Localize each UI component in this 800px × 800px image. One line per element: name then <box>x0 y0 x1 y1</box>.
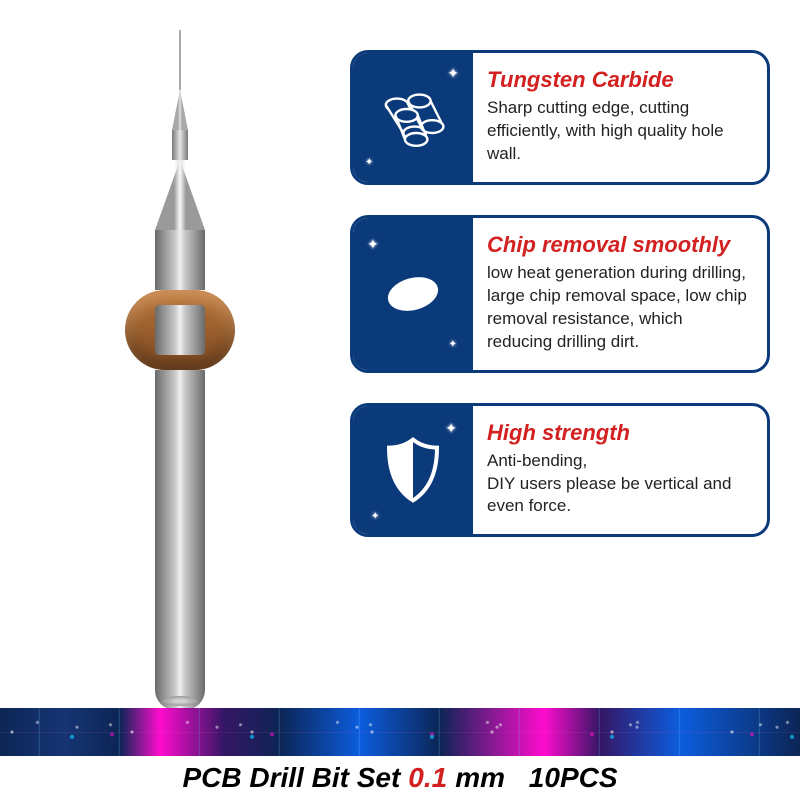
feature-title: Tungsten Carbide <box>487 67 749 93</box>
feature-card-strength: ✦ ✦ High strength Anti-bending, DIY user… <box>350 403 770 538</box>
shield-icon: ✦ ✦ <box>353 406 473 535</box>
product-unit: mm <box>455 762 505 794</box>
product-name: PCB Drill Bit Set <box>182 762 400 794</box>
feature-title: High strength <box>487 420 749 446</box>
feature-card-tungsten: ✦ ✦ Tungsten <box>350 50 770 185</box>
product-size: 0.1 <box>408 762 447 794</box>
feature-desc: Sharp cutting edge, cutting efficiently,… <box>487 97 749 166</box>
product-title-bar: PCB Drill Bit Set 0.1 mm 10PCS <box>0 756 800 800</box>
drill-bit-illustration <box>140 30 220 710</box>
circuit-decoration-band <box>0 708 800 756</box>
depth-ring <box>125 290 235 370</box>
feature-card-chip-removal: ✦ ✦ Chip removal smoothly low heat gener… <box>350 215 770 373</box>
feature-title: Chip removal smoothly <box>487 232 749 258</box>
product-qty: 10PCS <box>529 762 618 794</box>
tubes-icon: ✦ ✦ <box>353 53 473 182</box>
features-column: ✦ ✦ Tungsten <box>340 20 780 720</box>
feature-desc: low heat generation during drilling, lar… <box>487 262 749 354</box>
product-image-column <box>20 20 340 720</box>
ellipse-icon: ✦ ✦ <box>353 218 473 370</box>
main-area: ✦ ✦ Tungsten <box>0 0 800 720</box>
feature-desc: Anti-bending, DIY users please be vertic… <box>487 450 749 519</box>
